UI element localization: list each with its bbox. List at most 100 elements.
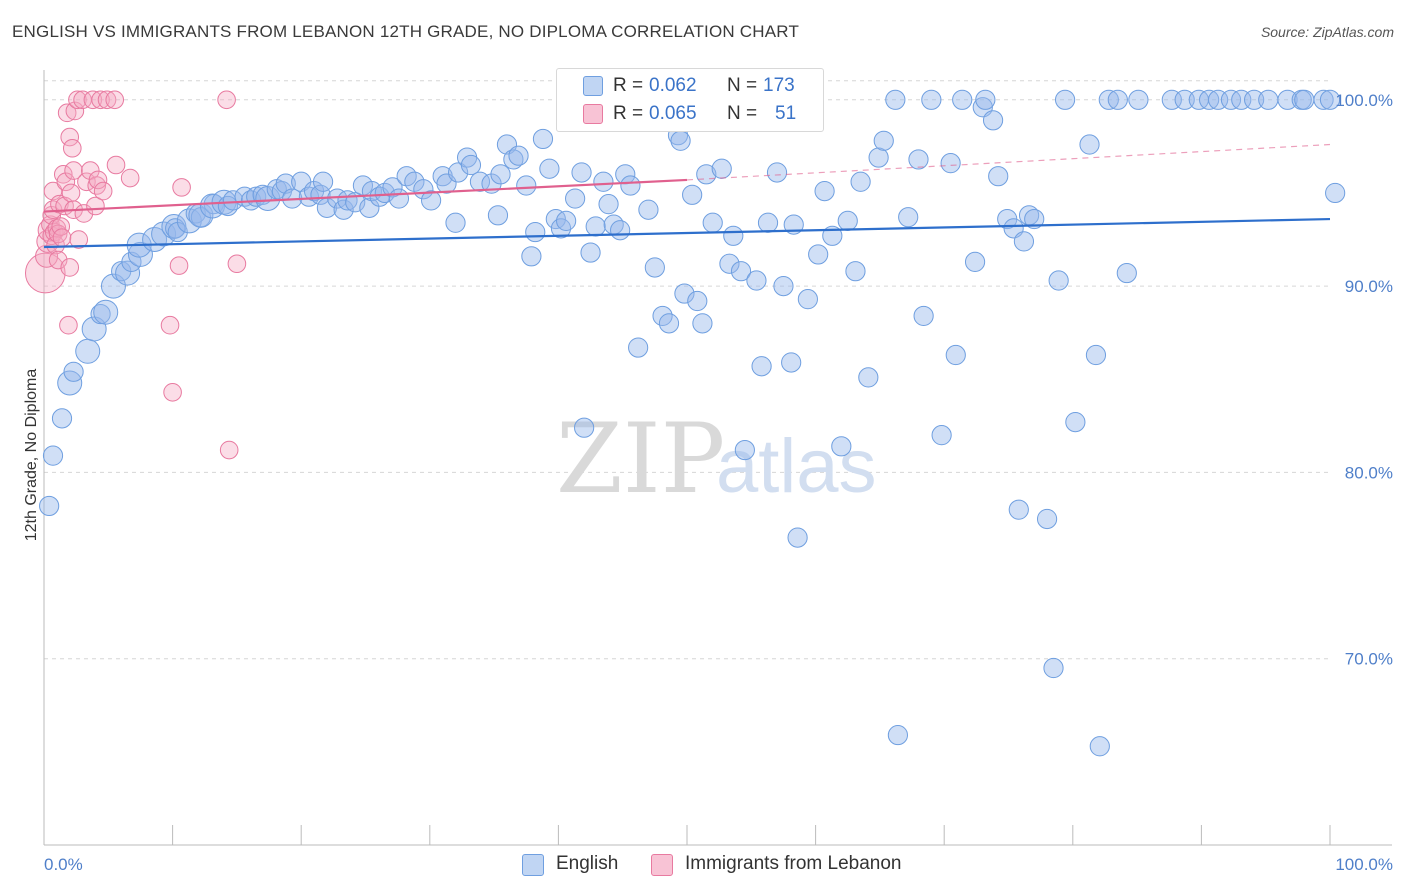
english-point bbox=[868, 147, 889, 168]
english-point bbox=[921, 89, 942, 110]
english-point bbox=[898, 207, 919, 228]
english-point bbox=[490, 164, 511, 185]
english-point bbox=[1325, 182, 1346, 204]
lebanon-point bbox=[227, 254, 247, 274]
english-point bbox=[580, 242, 601, 263]
english-point bbox=[940, 153, 961, 174]
watermark-atlas: atlas bbox=[716, 424, 877, 509]
english-point bbox=[585, 216, 606, 237]
stats-row-lebanon: R = 0.065 N = 51 bbox=[557, 100, 821, 128]
lebanon-point bbox=[86, 196, 105, 216]
english-point bbox=[837, 210, 858, 232]
lebanon-point bbox=[169, 256, 189, 275]
english-swatch bbox=[522, 854, 544, 876]
x-tick-labels: 0.0% 100.0% bbox=[44, 855, 1393, 874]
stats-row-english: R = 0.062 N = 173 bbox=[557, 72, 821, 100]
english-point bbox=[783, 214, 804, 235]
english-point bbox=[75, 338, 101, 364]
r-value: 0.062 bbox=[649, 75, 697, 96]
english-point bbox=[766, 162, 788, 183]
series-english-points bbox=[39, 89, 1346, 757]
english-point bbox=[687, 290, 708, 312]
english-point bbox=[593, 171, 614, 192]
series-lebanon-points bbox=[24, 90, 247, 460]
english-point bbox=[692, 313, 713, 334]
english-point bbox=[858, 367, 879, 388]
english-point bbox=[831, 436, 852, 457]
english-point bbox=[93, 299, 119, 325]
english-point bbox=[964, 251, 986, 272]
lebanon-swatch bbox=[583, 104, 603, 124]
english-point bbox=[1036, 508, 1058, 530]
english-point bbox=[610, 220, 631, 241]
english-point bbox=[945, 344, 966, 366]
english-point bbox=[63, 361, 84, 382]
y-axis-label: 12th Grade, No Diploma bbox=[23, 369, 40, 542]
english-point bbox=[545, 208, 566, 230]
lebanon-point bbox=[52, 228, 72, 247]
lebanon-point bbox=[219, 440, 239, 460]
english-point bbox=[388, 188, 410, 209]
english-point bbox=[1294, 89, 1315, 110]
lebanon-point bbox=[97, 90, 117, 110]
n-label: N = bbox=[727, 103, 758, 124]
english-point bbox=[445, 212, 466, 233]
english-point bbox=[487, 205, 509, 226]
legend-label: English bbox=[556, 853, 619, 874]
english-point bbox=[638, 199, 659, 220]
legend-label: Immigrants from Lebanon bbox=[685, 853, 902, 874]
english-point bbox=[658, 313, 680, 334]
lebanon-point bbox=[163, 382, 182, 402]
lebanon-trendline bbox=[43, 178, 688, 213]
english-point bbox=[885, 89, 906, 110]
english-point bbox=[814, 180, 835, 202]
english-swatch bbox=[583, 76, 603, 96]
english-point bbox=[550, 218, 572, 239]
x-tick-label: 100.0% bbox=[1335, 855, 1393, 874]
english-point bbox=[723, 225, 744, 246]
english-point bbox=[845, 261, 866, 282]
english-point bbox=[711, 158, 732, 179]
english-point bbox=[539, 158, 560, 179]
english-point bbox=[908, 149, 929, 170]
english-point bbox=[719, 253, 740, 274]
lebanon-point bbox=[160, 315, 180, 335]
series-legend: English Immigrants from Lebanon bbox=[0, 850, 1406, 880]
english-point bbox=[1277, 89, 1298, 110]
english-point bbox=[787, 527, 808, 548]
chart-title: ENGLISH VS IMMIGRANTS FROM LEBANON 12TH … bbox=[12, 22, 800, 41]
english-point bbox=[275, 173, 296, 194]
lebanon-point bbox=[69, 230, 89, 249]
english-point bbox=[1079, 134, 1100, 155]
english-point bbox=[982, 110, 1004, 131]
english-point bbox=[682, 184, 703, 205]
english-point bbox=[1220, 89, 1242, 110]
english-point bbox=[521, 246, 542, 267]
english-point bbox=[598, 194, 619, 215]
n-label: N = bbox=[727, 75, 758, 96]
english-point bbox=[1085, 344, 1107, 366]
english-point bbox=[1024, 208, 1045, 230]
english-point bbox=[382, 177, 403, 198]
english-point bbox=[359, 197, 380, 218]
english-point bbox=[850, 171, 871, 192]
lebanon-point bbox=[83, 90, 103, 110]
lebanon-point bbox=[37, 218, 61, 242]
r-label: R = bbox=[613, 103, 644, 124]
english-point bbox=[115, 260, 141, 286]
english-point bbox=[674, 283, 695, 304]
lebanon-point bbox=[93, 181, 113, 201]
english-point bbox=[773, 276, 794, 297]
n-value: 51 bbox=[775, 103, 797, 124]
lebanon-point bbox=[77, 172, 96, 192]
lebanon-point bbox=[48, 224, 68, 244]
lebanon-swatch bbox=[651, 854, 673, 876]
lebanon-point bbox=[60, 258, 80, 277]
y-tick-labels: 70.0% 80.0% 90.0% 100.0% bbox=[1335, 91, 1393, 669]
english-point bbox=[1013, 231, 1035, 252]
english-point bbox=[532, 128, 554, 150]
english-point bbox=[746, 270, 767, 291]
english-point bbox=[734, 439, 755, 461]
english-point bbox=[39, 495, 60, 517]
english-point bbox=[556, 210, 577, 232]
